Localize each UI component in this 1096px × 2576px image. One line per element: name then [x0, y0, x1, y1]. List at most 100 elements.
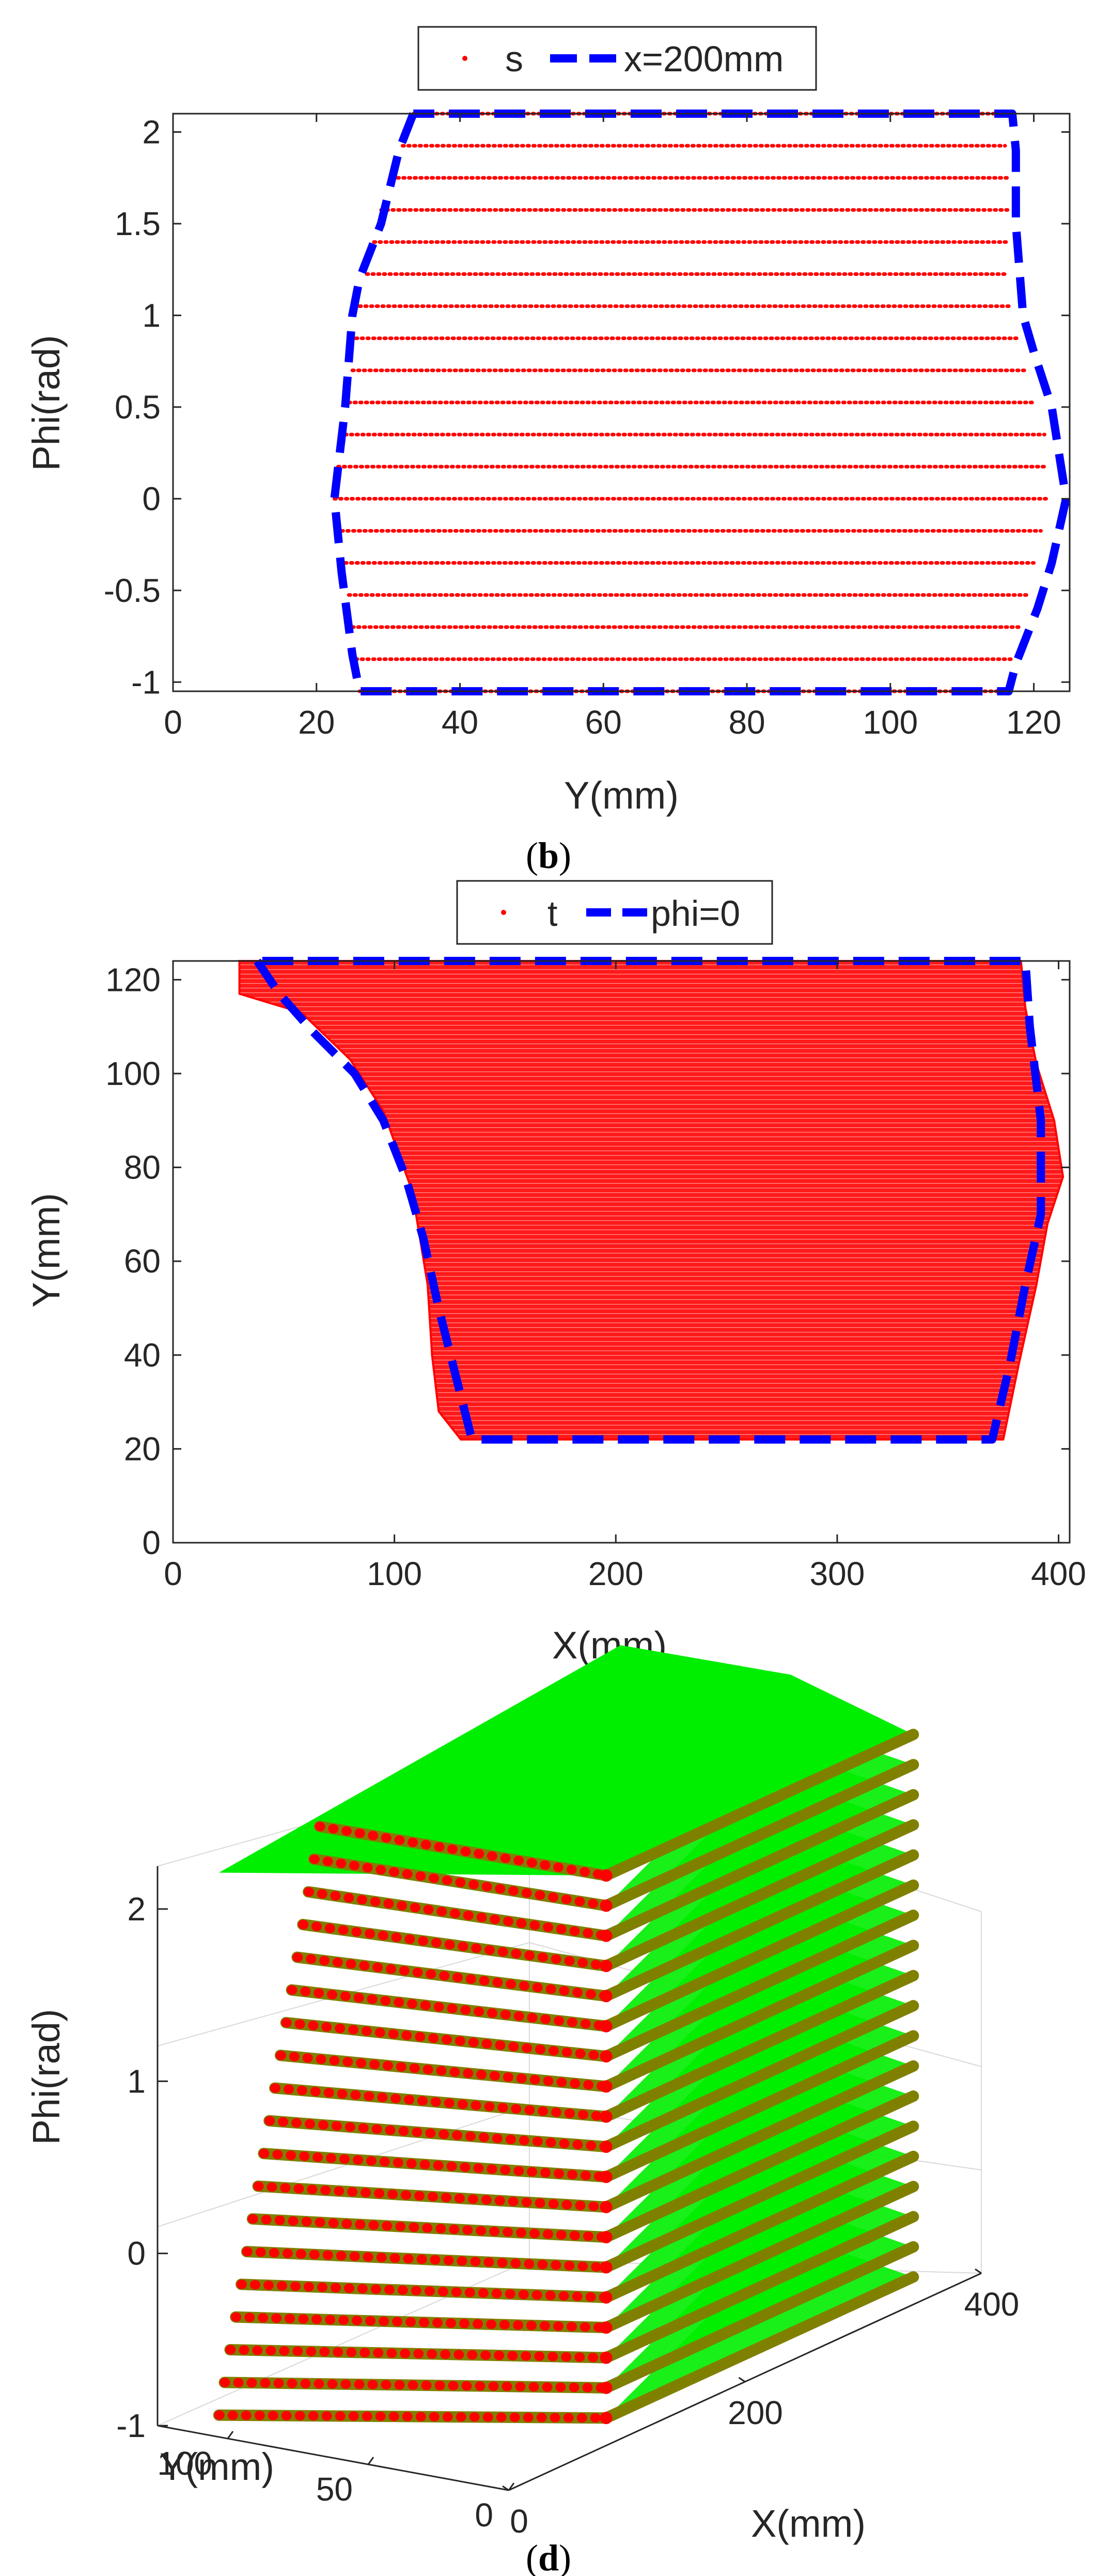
caption-b: (b) [526, 835, 571, 876]
layer-edge-front [600, 1789, 919, 1942]
layer-points-left [253, 2181, 611, 2212]
y-tick-label: 0 [142, 480, 161, 517]
layer-points-left [225, 2345, 611, 2363]
x-tick-label: 100 [367, 1555, 422, 1592]
legend-marker-s [462, 56, 467, 61]
layer-corner-point [600, 2412, 613, 2425]
surface-top [218, 1645, 914, 1876]
layer-corner-point [600, 2050, 613, 2063]
layer-points-left [264, 2116, 611, 2152]
y-tick-label: 0 [475, 2496, 493, 2534]
x-tick-label: 200 [728, 2394, 783, 2431]
layer-corner-point [600, 2170, 613, 2183]
z-tick-label: 0 [127, 2235, 146, 2272]
layer-corner-point [600, 1929, 613, 1942]
y-tick-label: 80 [124, 1149, 161, 1186]
layer-points-left [214, 2410, 611, 2423]
layer-corner-point [600, 1990, 613, 2003]
z-tick-label: 2 [127, 1890, 146, 1928]
x-axis-label-b: Y(mm) [564, 774, 679, 817]
layer-edge-front [600, 2060, 919, 2213]
y-tick-label: 120 [105, 961, 161, 998]
layer-edge-front [600, 1849, 919, 2002]
y-axis-label-c: Y(mm) [25, 1193, 68, 1308]
layer-edge-front [600, 1910, 919, 2062]
layer-edge-front [600, 1939, 919, 2092]
y-tick [367, 2457, 374, 2465]
caption-letter-b: b [538, 835, 559, 876]
layer-points-left [309, 1854, 611, 1911]
layer-edge-front [600, 1759, 919, 1912]
y-tick-label: 1 [142, 297, 161, 334]
x-tick-label: 20 [298, 704, 335, 741]
y-axis-label-d: Y(mm) [160, 2445, 274, 2488]
y-tick-label: 100 [157, 2445, 212, 2482]
panel-b: s x=200mm 0 20 40 60 80 100 120 -1 -0.5 0 0.5 1 1.5… [25, 26, 1071, 876]
y-tick-label: 50 [316, 2471, 353, 2508]
scatter-series-s [332, 112, 1050, 693]
layer-corner-point [600, 2080, 613, 2093]
z-tick-label: -1 [116, 2407, 146, 2444]
layer-points-left [259, 2149, 611, 2182]
layer-edge-front [600, 2090, 919, 2243]
y-tick-label: 0 [142, 1524, 161, 1561]
legend-label-phi0: phi=0 [651, 893, 740, 934]
y-tick-label: 20 [124, 1430, 161, 1467]
layer-points-left [281, 2018, 611, 2061]
layer-corner-point [600, 2200, 613, 2213]
layer-edge-front [600, 2120, 919, 2273]
layer-face [606, 1692, 914, 1876]
dashed-series-phi0 [254, 957, 1045, 1444]
layer-points-left [247, 2214, 611, 2242]
layer-edge-front [600, 2000, 919, 2153]
scatter-series-t [238, 960, 1064, 1441]
x-ticks-b: 0 20 40 60 80 100 120 [164, 114, 1061, 741]
layer-corner-point [600, 2261, 613, 2274]
layer-corner-point [600, 2381, 613, 2394]
layer-edge-front [600, 2211, 919, 2364]
y-tick-label: -1 [131, 663, 161, 701]
x-tick-label: 60 [585, 704, 622, 741]
axes-box-c [172, 960, 1071, 1544]
x-tick-label: 100 [863, 704, 918, 741]
x-tick [502, 2485, 509, 2491]
layer-points-left [287, 1985, 611, 2031]
layer-corner-point [600, 2231, 613, 2244]
layer-corner-point [600, 2321, 613, 2334]
y-tick-label: 100 [105, 1055, 161, 1092]
boundary-line [254, 957, 1045, 1444]
layer-edge-front [600, 2150, 919, 2303]
layer-points-left [237, 2279, 611, 2302]
dashed-series-x200 [330, 110, 1071, 695]
legend-b: s x=200mm [417, 26, 817, 91]
layer-corner-point [600, 2110, 613, 2123]
legend-marker-t [501, 910, 506, 915]
x-tick-label: 200 [588, 1555, 644, 1592]
layer-points-left [298, 1920, 611, 1971]
top-face [218, 1645, 914, 1876]
layer-points-left [220, 2378, 611, 2393]
layer-edge-front [600, 1729, 919, 1882]
layer-points-left [292, 1952, 611, 2001]
layer-edge-front [600, 1819, 919, 1972]
y-tick-label: 1.5 [115, 205, 161, 242]
y-tick-label: 2 [142, 113, 161, 150]
y-tick [227, 2431, 234, 2439]
z-axis-label-d: Phi(rad) [25, 2009, 68, 2145]
layer-corner-point [600, 2140, 613, 2153]
y-ticks-c: 0 20 40 60 80 100 120 [105, 961, 1070, 1561]
layer-points-left [304, 1887, 611, 1941]
axes-box-b [172, 113, 1071, 692]
y-tick [508, 2482, 515, 2491]
x-tick-label: 400 [964, 2286, 1020, 2323]
legend-label-s: s [505, 39, 523, 79]
x-tick [738, 2377, 746, 2383]
x-axis-label-d: X(mm) [751, 2502, 866, 2545]
layer-edge-front [600, 1969, 919, 2122]
x-tick-label: 120 [1006, 704, 1061, 741]
y-tick-label: 0.5 [115, 389, 161, 426]
layer-corner-point [600, 2351, 613, 2364]
layer-points-left [275, 2051, 611, 2091]
